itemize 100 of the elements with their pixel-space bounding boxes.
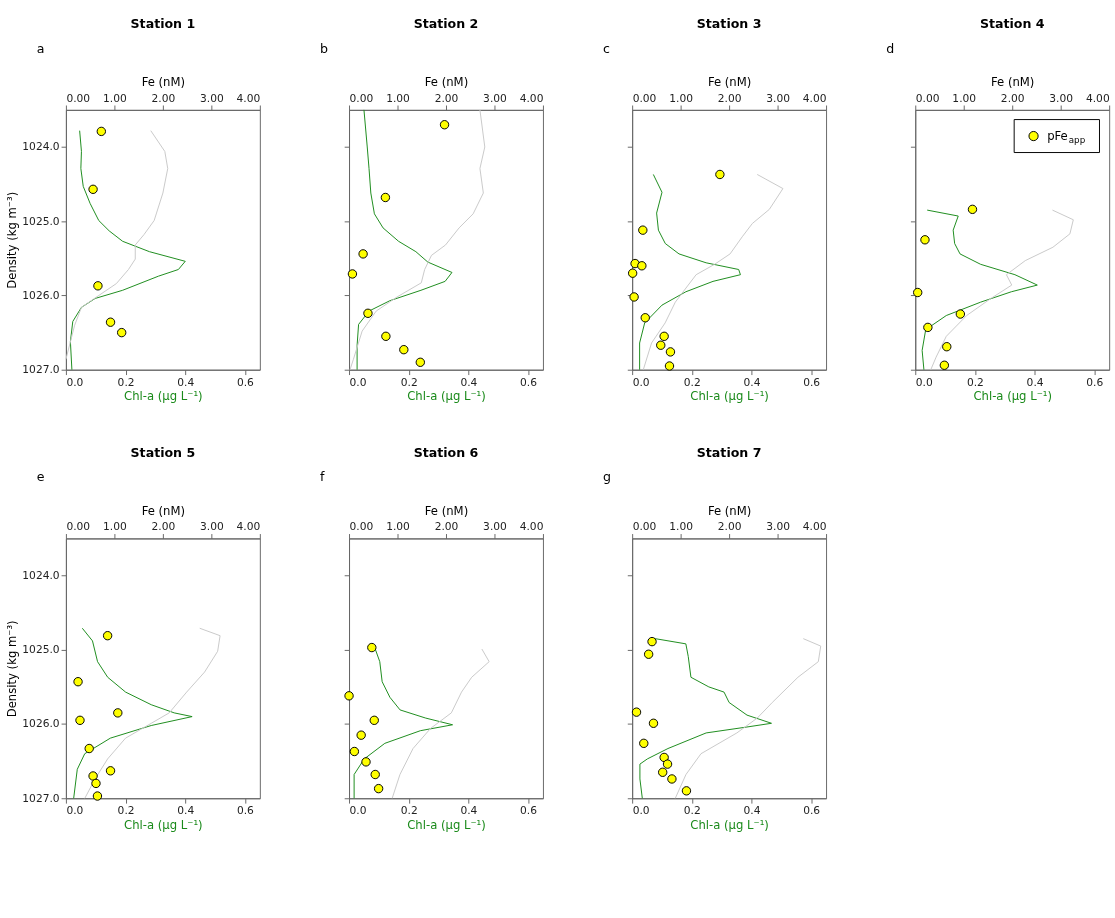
x-axis-title: Chl-a (µg L⁻¹) [124,817,203,832]
x2-tick-label: 2.00 [717,91,742,105]
line-series [69,130,186,371]
x-tick-label: 0.4 [177,804,195,818]
y-tick-label: 1026.0 [22,717,60,731]
x2-tick-label: 1.00 [386,520,411,534]
x-tick-label: 0.4 [460,375,478,389]
x2-tick-label: 0.00 [349,91,374,105]
x2-tick-label: 4.00 [519,520,544,534]
x2-tick-label: 1.00 [386,91,411,105]
x-tick-label: 0.6 [803,375,821,389]
x-tick-label: 0.4 [460,804,478,818]
x2-tick-label: 3.00 [199,91,224,105]
text: e [36,469,45,485]
x-tick-label: 0.6 [236,375,255,389]
chart-title: Station 7 [696,444,762,460]
x-tick-label: 0.0 [632,804,650,818]
x2-tick-label: 3.00 [483,91,508,105]
chart-title: Station 4 [979,16,1045,32]
chart-title: Station 1 [130,16,196,32]
x2-tick-label: 1.00 [952,91,977,105]
x2-tick-label: 4.00 [519,91,544,105]
x2-axis-title: Fe (nM) [424,75,469,90]
y-tick-label: 1026.0 [22,288,60,302]
x2-axis-title: Fe (nM) [707,75,752,90]
x2-tick-label: 3.00 [1049,91,1074,105]
x-tick-label: 0.2 [400,804,418,818]
x-axis-title: Chl-a (µg L⁻¹) [973,389,1052,404]
x2-axis-title: Fe (nM) [991,75,1035,90]
y-tick-label: 1025.0 [22,214,60,228]
x2-tick-label: 0.00 [349,520,374,534]
text: c [603,40,611,56]
y-tick-label: 1027.0 [22,363,60,377]
y-tick-label: 1025.0 [22,643,60,657]
x-tick-label: 0.0 [66,804,84,818]
x-tick-label: 0.6 [520,804,538,818]
x2-tick-label: 1.00 [103,520,127,534]
y-tick-label: 1024.0 [22,140,60,154]
chart-title: Station 2 [413,16,479,32]
x2-tick-label: 2.00 [1000,91,1025,105]
x-axis-title: Chl-a (µg L⁻¹) [690,389,769,404]
x-tick-label: 0.0 [349,804,367,818]
x2-tick-label: 4.00 [236,91,261,105]
x2-tick-label: 2.00 [151,520,176,534]
x2-tick-label: 4.00 [236,520,261,534]
x-tick-label: 0.0 [632,375,650,389]
x-tick-label: 0.0 [349,375,367,389]
y-axis-title: Density (kg m⁻³) [4,620,19,718]
x2-tick-label: 0.00 [915,91,940,105]
x2-tick-label: 2.00 [151,91,176,105]
x2-tick-label: 3.00 [199,520,224,534]
x-tick-label: 0.4 [743,804,761,818]
text: g [603,469,612,485]
x-tick-label: 0.2 [400,375,418,389]
x2-tick-label: 3.00 [766,520,791,534]
x2-tick-label: 0.00 [66,91,91,105]
y-tick-label: 1024.0 [22,568,60,582]
x-tick-label: 0.6 [803,804,821,818]
x-tick-label: 0.0 [66,375,84,389]
x2-tick-label: 4.00 [1085,91,1110,105]
chart-title: Station 6 [413,444,479,460]
x-axis-title: Chl-a (µg L⁻¹) [407,389,486,404]
x2-tick-label: 2.00 [434,520,459,534]
x-tick-label: 0.2 [117,804,135,818]
x2-tick-label: 3.00 [483,520,508,534]
x2-axis-title: Fe (nM) [141,503,186,518]
y-axis-title: Density (kg m⁻³) [4,191,19,289]
x-tick-label: 0.4 [177,375,195,389]
x-tick-label: 0.2 [683,375,701,389]
x2-axis-title: Fe (nM) [707,503,752,518]
x-tick-label: 0.2 [117,375,135,389]
x-axis-title: Chl-a (µg L⁻¹) [407,817,486,832]
x-axis-title: Chl-a (µg L⁻¹) [690,817,769,832]
x2-tick-label: 3.00 [766,91,791,105]
y-tick-label: 1027.0 [22,791,60,805]
x2-tick-label: 0.00 [66,520,91,534]
x2-tick-label: 2.00 [434,91,459,105]
chart-title: Station 3 [696,16,762,32]
x2-axis-title: Fe (nM) [141,75,186,90]
x-tick-label: 0.4 [1026,375,1044,389]
line-series [73,627,193,799]
x-tick-label: 0.0 [915,375,933,389]
text: a [36,40,45,56]
text: d [886,40,895,56]
x2-axis-title: Fe (nM) [424,503,469,518]
x-tick-label: 0.6 [236,804,255,818]
x-tick-label: 0.2 [683,804,701,818]
x2-tick-label: 4.00 [802,91,827,105]
x2-tick-label: 1.00 [103,91,127,105]
chart-title: Station 5 [130,444,196,460]
x2-tick-label: 0.00 [632,520,657,534]
text: b [319,40,328,56]
x2-tick-label: 0.00 [632,91,657,105]
text: f [319,469,325,485]
x-tick-label: 0.4 [743,375,761,389]
x2-tick-label: 1.00 [669,91,694,105]
x-tick-label: 0.6 [520,375,538,389]
x2-tick-label: 4.00 [802,520,827,534]
x2-tick-label: 1.00 [669,520,694,534]
x2-tick-label: 2.00 [717,520,742,534]
